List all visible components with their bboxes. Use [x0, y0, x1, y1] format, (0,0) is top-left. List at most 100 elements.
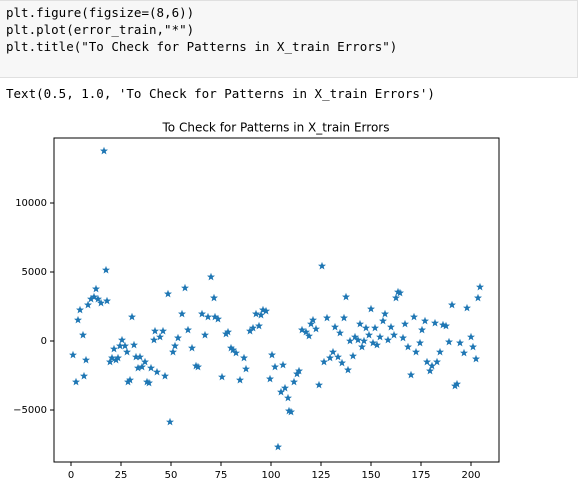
point — [305, 331, 313, 340]
point — [433, 357, 441, 366]
point — [161, 371, 169, 380]
point — [266, 374, 274, 383]
x-tick-label: 50 — [165, 470, 178, 481]
point — [336, 328, 344, 337]
axes-frame — [53, 137, 500, 463]
point — [354, 335, 362, 344]
point — [150, 335, 158, 344]
point — [346, 336, 354, 345]
point — [164, 289, 172, 298]
point — [284, 393, 292, 402]
x-tick-label: 200 — [461, 470, 480, 481]
point — [123, 347, 131, 356]
point — [474, 293, 482, 302]
point — [222, 329, 230, 338]
point — [384, 335, 392, 344]
point — [141, 357, 149, 366]
point — [428, 361, 436, 370]
point — [108, 353, 116, 362]
point — [136, 352, 144, 361]
point — [84, 300, 92, 309]
point — [204, 312, 212, 321]
x-tick-label: 125 — [311, 470, 330, 481]
point — [252, 309, 260, 318]
point — [201, 330, 209, 339]
point — [169, 347, 177, 356]
point — [338, 358, 346, 367]
point — [207, 272, 215, 281]
code-line: plt.title("To Check for Patterns in X_tr… — [6, 39, 398, 54]
point — [410, 312, 418, 321]
point — [295, 366, 303, 375]
y-tick-label: 0 — [41, 336, 47, 347]
point — [318, 261, 326, 270]
point — [349, 351, 357, 360]
point — [94, 294, 102, 303]
point — [362, 323, 370, 332]
point — [312, 324, 320, 333]
point — [76, 305, 84, 314]
point — [218, 372, 226, 381]
point — [369, 338, 377, 347]
point — [159, 326, 167, 335]
point — [166, 417, 174, 426]
code-line: plt.figure(figsize=(8,6)) — [6, 5, 195, 20]
point — [171, 341, 179, 350]
point — [156, 332, 164, 341]
point — [257, 310, 265, 319]
point — [404, 342, 412, 351]
y-tick-label: 10000 — [15, 198, 47, 209]
point — [287, 407, 295, 416]
point — [323, 313, 331, 322]
point — [423, 357, 431, 366]
point — [211, 312, 219, 321]
point — [315, 380, 323, 389]
x-tick-label: 100 — [261, 470, 280, 481]
point — [351, 332, 359, 341]
chart-title: To Check for Patterns in X_train Errors — [162, 121, 390, 135]
point — [277, 387, 285, 396]
point — [90, 292, 98, 301]
y-tick-label: 5000 — [22, 267, 47, 278]
point — [331, 322, 339, 331]
code-line: plt.plot(error_train,"*") — [6, 22, 195, 37]
point — [97, 298, 105, 307]
point — [246, 326, 254, 335]
x-tick-label: 150 — [361, 470, 380, 481]
point — [69, 350, 77, 359]
code-cell[interactable]: plt.figure(figsize=(8,6)) plt.plot(error… — [0, 0, 578, 78]
point — [463, 303, 471, 312]
point — [448, 300, 456, 309]
cell-output: Text(0.5, 1.0, 'To Check for Patterns in… — [6, 86, 435, 101]
point — [445, 337, 453, 346]
y-tick-label: −5000 — [13, 405, 47, 416]
point — [138, 362, 146, 371]
point — [100, 146, 108, 155]
point — [130, 340, 138, 349]
point — [147, 363, 155, 372]
point — [379, 316, 387, 325]
point — [376, 332, 384, 341]
point — [358, 342, 366, 351]
point — [255, 321, 263, 330]
point — [72, 377, 80, 386]
x-tick-label: 75 — [215, 470, 228, 481]
point — [387, 322, 395, 331]
point — [184, 325, 192, 334]
point — [132, 352, 140, 361]
point — [399, 333, 407, 342]
point — [153, 367, 161, 376]
point — [242, 364, 250, 373]
point — [210, 293, 218, 302]
point — [426, 366, 434, 375]
point — [307, 319, 315, 328]
point — [102, 265, 110, 274]
x-tick-label: 25 — [115, 470, 128, 481]
point — [92, 284, 100, 293]
point — [134, 363, 142, 372]
point — [472, 354, 480, 363]
point — [476, 282, 484, 291]
point — [262, 306, 270, 315]
point — [128, 312, 136, 321]
